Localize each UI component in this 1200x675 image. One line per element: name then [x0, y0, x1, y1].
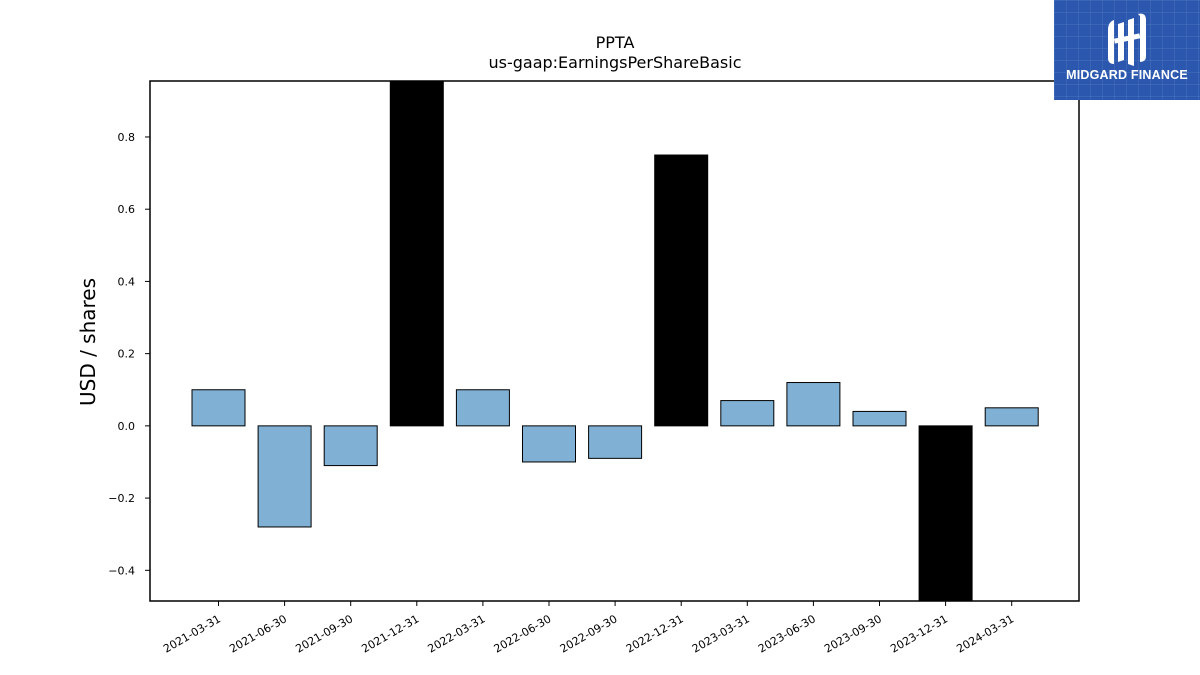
- y-tick-label: −0.2: [108, 492, 135, 505]
- x-tick-label: 2022-03-31: [426, 612, 488, 655]
- x-tick-label: 2021-09-30: [293, 612, 355, 655]
- chart-title: PPTA: [596, 33, 635, 52]
- bar-2022-09-30: [588, 425, 643, 459]
- bar-2021-12-31: [389, 80, 444, 427]
- bar-2024-03-31: [984, 407, 1039, 427]
- x-tick-label: 2023-09-30: [822, 612, 884, 655]
- y-axis-ticks: −0.4 −0.2 0.0 0.2 0.4 0.6 0.8: [108, 131, 150, 577]
- x-tick-label: 2023-03-31: [690, 612, 752, 655]
- chart-subtitle: us-gaap:EarningsPerShareBasic: [488, 53, 741, 72]
- y-tick-label: 0.4: [118, 275, 136, 288]
- bar-2021-06-30: [257, 425, 312, 528]
- midgard-logo-icon: [1108, 13, 1146, 66]
- x-tick-label: 2023-12-31: [888, 612, 950, 655]
- logo-grid-pattern: [1054, 0, 1200, 100]
- x-tick-label: 2023-06-30: [756, 612, 818, 655]
- x-tick-label: 2022-06-30: [492, 612, 554, 655]
- bar-2023-09-30: [852, 410, 907, 427]
- bar-2021-09-30: [323, 425, 378, 467]
- y-axis-label: USD / shares: [76, 278, 100, 406]
- x-axis-ticks: 2021-03-31 2021-06-30 2021-09-30 2021-12-31…: [161, 601, 1016, 656]
- bar-2023-03-31: [720, 400, 775, 427]
- y-tick-label: −0.4: [108, 564, 135, 577]
- x-tick-label: 2021-06-30: [227, 612, 289, 655]
- y-tick-label: 0.8: [118, 131, 136, 144]
- x-tick-label: 2022-09-30: [558, 612, 620, 655]
- bar-2023-06-30: [786, 382, 841, 427]
- y-tick-label: 0.6: [118, 203, 136, 216]
- y-tick-label: 0.2: [118, 348, 136, 361]
- bar-2022-03-31: [455, 389, 510, 427]
- bar-2023-12-31: [918, 425, 973, 602]
- y-tick-label: 0.0: [118, 420, 136, 433]
- bar-2022-12-31: [654, 154, 709, 427]
- x-tick-label: 2021-12-31: [359, 612, 421, 655]
- x-tick-label: 2021-03-31: [161, 612, 223, 655]
- plot-frame: [149, 80, 1080, 602]
- bar-2021-03-31: [191, 389, 246, 427]
- x-tick-label: 2022-12-31: [624, 612, 686, 655]
- midgard-finance-logo: MIDGARD FINANCE: [1054, 0, 1200, 100]
- x-tick-label: 2024-03-31: [954, 612, 1016, 655]
- logo-text: MIDGARD FINANCE: [1066, 68, 1188, 82]
- bar-2022-06-30: [522, 425, 576, 463]
- bars: [191, 80, 1039, 602]
